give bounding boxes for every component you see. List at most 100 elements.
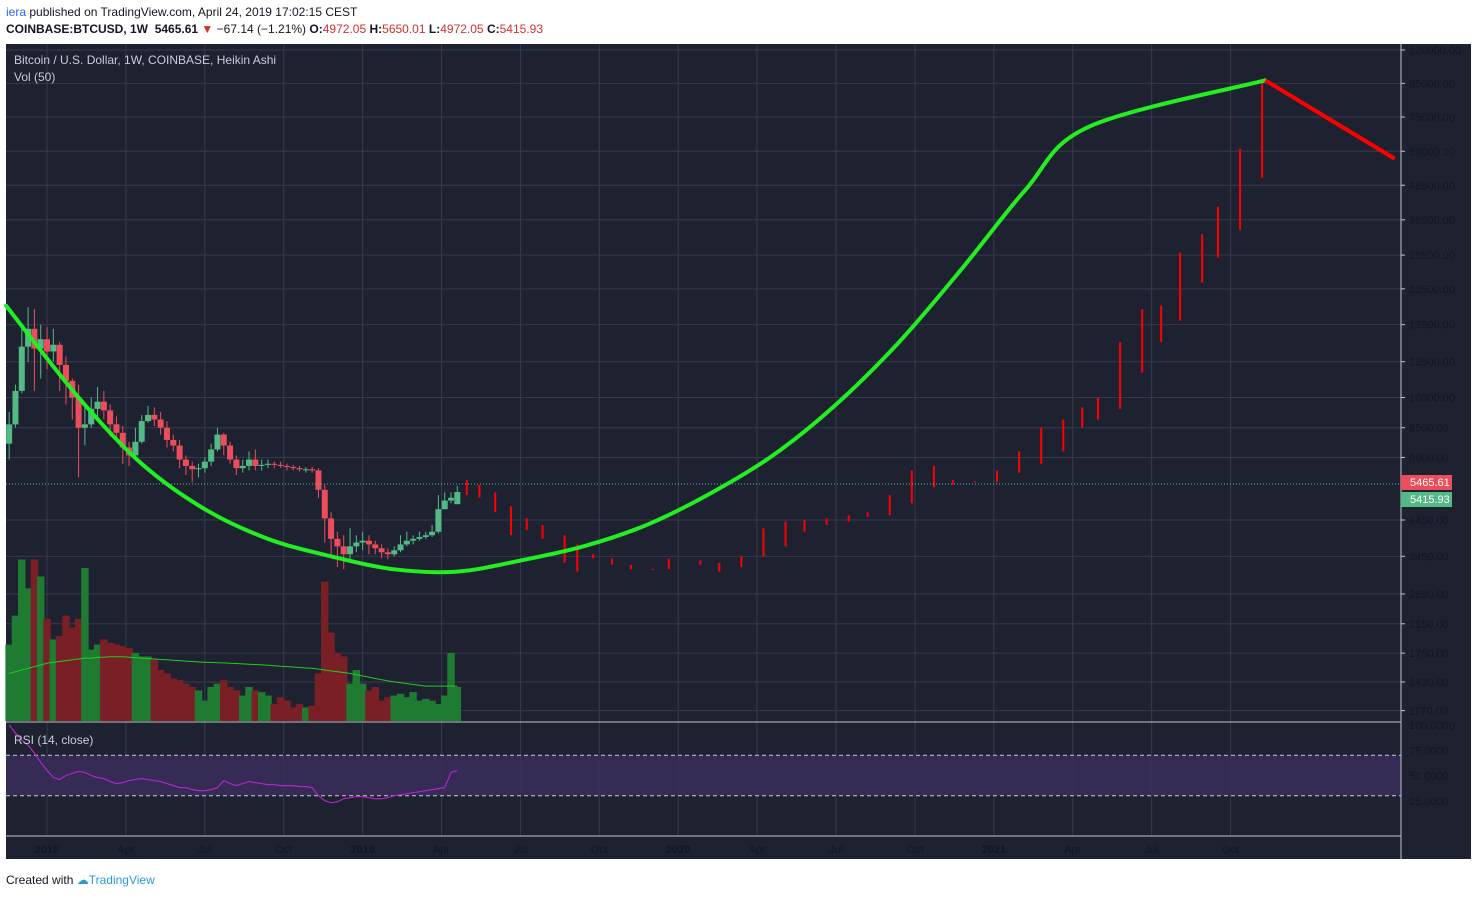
candle-body [340, 546, 347, 555]
time-axis-label: Oct [275, 844, 292, 856]
candle-body [44, 339, 51, 352]
rsi-axis-label: 25.0000 [1409, 796, 1449, 808]
candle-body [283, 465, 290, 468]
volume-ma-line [9, 656, 458, 687]
volume-bar [87, 649, 95, 721]
volume-bar [30, 559, 39, 721]
volume-bar [321, 581, 329, 721]
time-axis-label: Apr [117, 844, 134, 856]
last-price-tag-text: 5465.61 [1410, 477, 1450, 489]
footer-brand[interactable]: TradingView [88, 873, 155, 887]
volume-bar [100, 639, 108, 721]
volume-bar [453, 687, 462, 721]
candle-body [56, 344, 63, 365]
volume-bar [245, 687, 253, 721]
volume-bar [352, 670, 361, 721]
candle-body [88, 408, 95, 425]
volume-bar [112, 644, 121, 721]
candle-body [365, 540, 372, 545]
projection-bars [465, 80, 1264, 572]
volume-bar [201, 700, 209, 721]
footer-created: Created with [6, 873, 74, 887]
candle-body [454, 491, 461, 505]
axis-labels: 120000.00 95000.00 75000.00 59000.00 46500.0… [35, 45, 1461, 856]
volume-bar [238, 695, 247, 721]
volume-legend: Vol (50) [14, 70, 55, 84]
volume-bar [415, 700, 424, 721]
candle-body [31, 328, 38, 349]
candle-body [75, 397, 82, 428]
price-axis-label: 3450.00 [1409, 551, 1449, 563]
candle-body [163, 427, 170, 440]
volume-bar [377, 700, 386, 721]
volume-bar [93, 644, 102, 721]
author-link[interactable]: iera [6, 5, 27, 19]
candle-body [220, 434, 227, 446]
candle-body [296, 468, 303, 470]
time-axis-label: Jul [198, 844, 212, 856]
candle-body [12, 390, 19, 425]
time-axis-label: 2021 [982, 844, 1006, 856]
volume-bar [220, 680, 228, 721]
candle-body [422, 535, 429, 538]
candle-body [151, 414, 158, 420]
price-axis-background [1401, 44, 1471, 859]
high-label: H: [369, 22, 383, 36]
symbol-info: COINBASE:BTCUSD, 1W 5465.61 ▼ −67.14 (−1… [6, 22, 543, 36]
candle-body [403, 540, 410, 545]
high-value: 5650.01 [382, 22, 426, 36]
volume-bar [422, 698, 430, 721]
candle-body [113, 424, 120, 433]
volume-bar [371, 687, 380, 721]
volume-bar [428, 700, 436, 721]
candle-body [252, 459, 259, 466]
time-axis-label: Oct [591, 844, 608, 856]
rsi-pane [6, 724, 1401, 804]
price-axis-label: 75000.00 [1409, 112, 1455, 124]
price-axis-label: 2650.00 [1409, 589, 1449, 601]
volume-bar [182, 683, 190, 721]
price-axis-label: 8500.00 [1409, 423, 1449, 435]
candle-body [25, 328, 32, 347]
candle-body [334, 538, 341, 547]
volume-bar [358, 683, 367, 721]
open-label: O: [309, 22, 323, 36]
candle-body [359, 540, 366, 543]
candle-body [176, 445, 183, 460]
volume-bar [270, 704, 279, 721]
candle-body [246, 459, 253, 466]
rsi-axis-label: 100.0000 [1409, 720, 1455, 732]
candle-body [145, 414, 152, 422]
volume-bar [314, 673, 323, 721]
candle-body [277, 464, 284, 466]
price-change: −67.14 (−1.21%) [216, 22, 307, 36]
down-arrow-icon: ▼ [201, 22, 214, 36]
price-axis-label: 59000.00 [1409, 146, 1455, 158]
candle-body [328, 518, 335, 539]
price-axis-label: 28500.00 [1409, 250, 1455, 262]
candle-body [290, 467, 297, 469]
volume-bar [43, 619, 51, 721]
volume-bar [131, 653, 140, 721]
chart-background [6, 44, 1401, 859]
volume-bar [327, 632, 335, 721]
candle-body [132, 441, 139, 456]
candle-body [157, 419, 164, 428]
time-axis-label: Jul [1145, 844, 1159, 856]
volume-bar [207, 687, 215, 721]
candle-body [410, 538, 417, 541]
candle-body [271, 463, 278, 465]
candle-body [264, 463, 271, 465]
publish-date: published on TradingView.com, April 24, … [29, 5, 358, 19]
volume-bar [119, 646, 127, 721]
volume-bar [283, 700, 291, 721]
rsi-axis-label: 75.0000 [1409, 745, 1449, 757]
low-label: L: [428, 22, 441, 36]
candle-body [435, 509, 442, 532]
volume-bar [409, 692, 417, 721]
price-axis-label: 2150.00 [1409, 619, 1449, 631]
close-price-tag-text: 5415.93 [1410, 494, 1450, 506]
candle-body [50, 344, 57, 352]
volume-bar [11, 615, 20, 721]
